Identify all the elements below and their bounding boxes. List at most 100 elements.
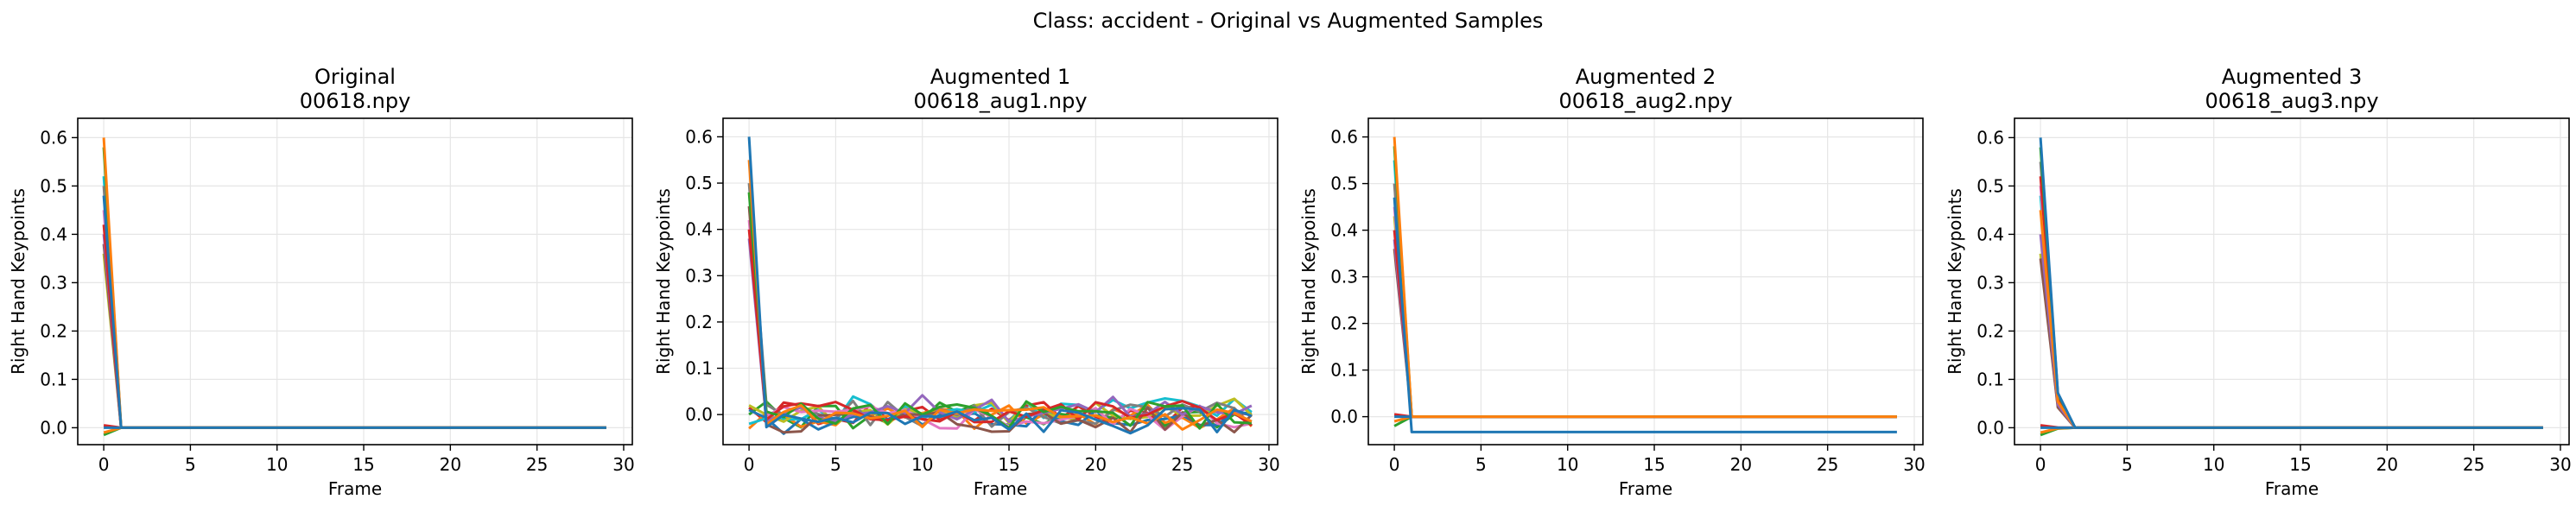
y-tick-label: 0.6 (1976, 127, 2004, 148)
series-line-7 (102, 210, 606, 429)
y-tick-label: 0.3 (1330, 267, 1358, 288)
subplot-subtitle: 00618.npy (300, 89, 411, 113)
x-tick-label: 10 (911, 454, 933, 475)
subplot-title: Augmented 3 (2222, 65, 2363, 89)
x-tick-label: 15 (352, 454, 374, 475)
series-line-8 (1393, 183, 1897, 419)
series-group (1393, 136, 1897, 433)
x-tick-label: 0 (1389, 454, 1400, 475)
y-tick-label: 0.2 (685, 312, 713, 332)
subplot-subtitle: 00618_aug2.npy (1558, 89, 1732, 113)
y-tick-label: 0.4 (1976, 224, 2004, 244)
y-tick-label: 0.1 (40, 369, 67, 389)
y-tick-label: 0.4 (40, 224, 67, 244)
series-group (2039, 137, 2543, 437)
y-tick-label: 0.1 (685, 358, 713, 379)
y-axis-label: Right Hand Keypoints (1298, 188, 1319, 375)
x-tick-label: 5 (830, 454, 841, 475)
series-line-8 (747, 182, 1253, 428)
x-tick-label: 30 (1903, 454, 1925, 475)
x-tick-label: 15 (1643, 454, 1665, 475)
x-tick-label: 20 (1730, 454, 1752, 475)
subplot-4: 0 5 10 15 20 25 30 0.0 0.1 0.2 0.3 0.4 0.5 0.6 Augment… (1945, 65, 2572, 499)
series-line-6 (102, 243, 606, 429)
series-line-3 (2039, 147, 2543, 429)
series-line-9 (2039, 253, 2543, 429)
x-tick-label: 25 (2463, 454, 2484, 475)
series-line-9 (102, 253, 606, 429)
axes-frame (722, 117, 1278, 446)
series-line-4 (747, 229, 1253, 427)
y-tick-label: 0.6 (1330, 127, 1358, 148)
subplot-subtitle: 00618_aug3.npy (2205, 89, 2378, 113)
series-line-2 (1393, 136, 1897, 419)
subplot-title: Original (314, 65, 396, 89)
subplot-2: 0 5 10 15 20 25 30 0.0 0.1 0.2 0.3 0.4 0.5 0.6 Augment… (653, 65, 1280, 499)
x-tick-label: 10 (1557, 454, 1578, 475)
x-tick-label: 5 (1475, 454, 1487, 475)
series-line-2 (747, 160, 1253, 431)
x-tick-label: 5 (2122, 454, 2133, 475)
y-tick-label: 0.5 (1330, 174, 1358, 194)
x-axis-label: Frame (328, 478, 382, 499)
series-line-13 (1393, 415, 1897, 427)
y-tick-label: 0.3 (40, 272, 67, 293)
x-tick-label: 30 (2549, 454, 2571, 475)
series-line-10 (1393, 160, 1897, 419)
y-tick-label: 0.6 (40, 127, 67, 148)
y-tick-label: 0.2 (40, 320, 67, 341)
subplot-3: 0 5 10 15 20 25 30 0.0 0.1 0.2 0.3 0.4 0.5 0.6 Augment… (1298, 65, 1926, 499)
series-line-6 (2039, 258, 2543, 429)
x-tick-label: 0 (2035, 454, 2046, 475)
y-tick-label: 0.4 (1330, 220, 1358, 241)
series-line-8 (2039, 161, 2543, 429)
y-axis-label: Right Hand Keypoints (653, 188, 674, 375)
y-tick-label: 0.0 (1976, 417, 2004, 438)
x-tick-label: 10 (266, 454, 288, 475)
series-group (747, 136, 1253, 435)
y-tick-label: 0.4 (685, 219, 713, 240)
series-line-4 (102, 224, 606, 429)
series-line-1 (102, 195, 606, 429)
subplot-subtitle: 00618_aug1.npy (913, 89, 1087, 113)
x-tick-label: 20 (2376, 454, 2398, 475)
y-tick-label: 0.6 (685, 126, 713, 147)
series-line-2 (2039, 210, 2543, 429)
series-line-3 (1393, 146, 1897, 419)
series-line-6 (747, 205, 1253, 434)
y-tick-label: 0.1 (1330, 360, 1358, 381)
series-line-8 (102, 186, 606, 429)
series-line-3 (747, 192, 1252, 430)
x-tick-label: 10 (2203, 454, 2224, 475)
x-tick-label: 25 (1817, 454, 1838, 475)
x-axis-label: Frame (974, 478, 1027, 499)
x-tick-label: 0 (98, 454, 110, 475)
series-line-5 (747, 238, 1253, 423)
figure-suptitle: Class: accident - Original vs Augmented … (1032, 9, 1544, 33)
y-tick-label: 0.2 (1330, 313, 1358, 334)
series-line-1 (1393, 197, 1897, 433)
subplot-1: 0 5 10 15 20 25 30 0.0 0.1 0.2 0.3 0.4 0.5 0.6 Origina… (8, 65, 635, 499)
axes-frame (1367, 117, 1924, 446)
x-tick-label: 30 (612, 454, 634, 475)
y-tick-label: 0.2 (1976, 320, 2004, 341)
series-line-10 (2039, 195, 2543, 429)
x-axis-label: Frame (2265, 478, 2319, 499)
x-tick-label: 15 (998, 454, 1019, 475)
series-line-9 (1393, 216, 1897, 419)
x-tick-label: 5 (185, 454, 196, 475)
series-group (102, 137, 606, 437)
y-tick-label: 0.5 (1976, 175, 2004, 196)
series-line-1 (2039, 137, 2543, 429)
y-tick-label: 0.1 (1976, 369, 2004, 389)
y-tick-label: 0.5 (685, 173, 713, 193)
series-line-6 (1393, 249, 1897, 419)
series-line-4 (2039, 176, 2543, 429)
y-tick-label: 0.3 (685, 265, 713, 286)
x-tick-label: 0 (744, 454, 755, 475)
y-tick-label: 0.3 (1976, 272, 2004, 293)
x-tick-label: 30 (1258, 454, 1279, 475)
x-tick-label: 20 (1085, 454, 1107, 475)
